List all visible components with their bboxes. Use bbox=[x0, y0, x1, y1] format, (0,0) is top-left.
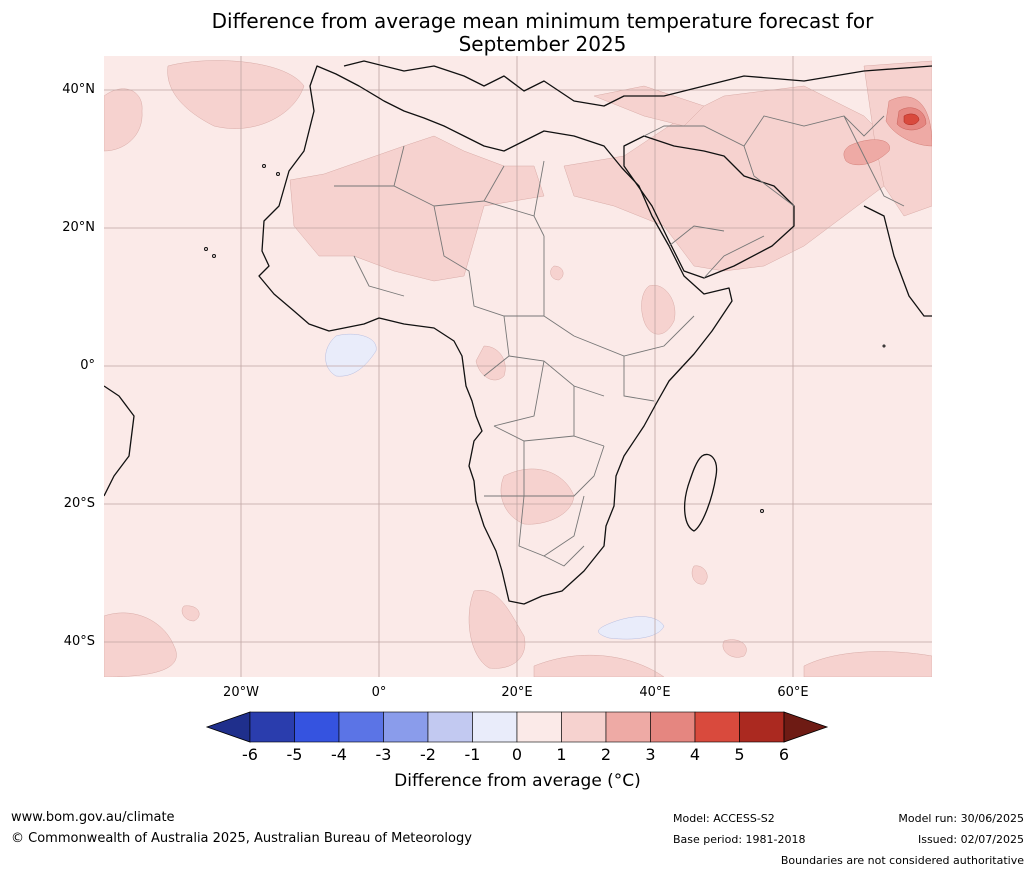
colorbar-segment bbox=[739, 711, 785, 743]
colorbar-segment bbox=[650, 711, 696, 743]
colorbar-tick-label: -6 bbox=[242, 745, 258, 764]
colorbar-segment bbox=[694, 711, 740, 743]
copyright-text: © Commonwealth of Australia 2025, Austra… bbox=[11, 831, 472, 846]
website-link[interactable]: www.bom.gov.au/climate bbox=[11, 810, 175, 825]
colorbar-arrow-high bbox=[783, 711, 829, 743]
lon-label-20e: 20°E bbox=[501, 685, 533, 700]
europe-coastline bbox=[343, 60, 932, 107]
lat-label-0: 0° bbox=[80, 358, 95, 373]
lon-label-60e: 60°E bbox=[777, 685, 809, 700]
colorbar-tick-label: -4 bbox=[331, 745, 347, 764]
colorbar-tick-label: -3 bbox=[375, 745, 392, 764]
forecast-map bbox=[104, 56, 932, 677]
issued-text: Issued: 02/07/2025 bbox=[917, 833, 1024, 846]
colorbar-tick-label: 5 bbox=[734, 745, 745, 764]
lon-label-20w: 20°W bbox=[223, 685, 259, 700]
india-coastline bbox=[863, 205, 932, 317]
map-title-line2: September 2025 bbox=[458, 32, 627, 56]
colorbar-tick-label: 6 bbox=[778, 745, 790, 764]
colorbar-tick-label: -5 bbox=[286, 745, 303, 764]
model-run-text: Model run: 30/06/2025 bbox=[898, 812, 1024, 825]
map-title-line1: Difference from average mean minimum tem… bbox=[211, 9, 874, 33]
country-boundaries bbox=[334, 115, 905, 567]
colorbar-segment bbox=[338, 711, 384, 743]
colorbar-segment bbox=[427, 711, 473, 743]
south-america-coastline bbox=[104, 385, 135, 497]
africa-coastline bbox=[258, 65, 733, 605]
colorbar-segment bbox=[605, 711, 651, 743]
coastlines bbox=[104, 60, 932, 605]
islands bbox=[204, 164, 886, 513]
colorbar-segment bbox=[516, 711, 562, 743]
disclaimer-text: Boundaries are not considered authoritat… bbox=[780, 854, 1024, 867]
colorbar-label: Difference from average (°C) bbox=[394, 771, 641, 791]
model-text: Model: ACCESS-S2 bbox=[673, 812, 775, 825]
colorbar-tick-label: 2 bbox=[600, 745, 612, 764]
colorbar-tick-label: 4 bbox=[689, 745, 701, 764]
lat-label-20n: 20°N bbox=[62, 220, 95, 235]
colorbar-segment bbox=[472, 711, 518, 743]
colorbar-tick-label: 1 bbox=[556, 745, 567, 764]
lat-label-40s: 40°S bbox=[63, 634, 95, 649]
anomaly-shading-5-6 bbox=[903, 113, 920, 125]
lon-label-0: 0° bbox=[371, 685, 387, 700]
colorbar-tick-label: 0 bbox=[511, 745, 523, 764]
colorbar-tick-label: -2 bbox=[420, 745, 436, 764]
colorbar-segment bbox=[249, 711, 295, 743]
map-title: Difference from average mean minimum tem… bbox=[0, 10, 1035, 56]
colorbar-tick-label: 3 bbox=[645, 745, 656, 764]
lon-label-40e: 40°E bbox=[639, 685, 671, 700]
colorbar-tick-label: -1 bbox=[464, 745, 481, 764]
madagascar-coastline bbox=[683, 453, 718, 532]
graticule bbox=[104, 56, 932, 677]
colorbar-segment bbox=[383, 711, 429, 743]
colorbar-segment bbox=[294, 711, 340, 743]
lat-label-40n: 40°N bbox=[62, 82, 95, 97]
base-period-text: Base period: 1981-2018 bbox=[673, 833, 806, 846]
lat-label-20s: 20°S bbox=[63, 496, 95, 511]
colorbar bbox=[205, 711, 829, 743]
colorbar-arrow-low bbox=[205, 711, 251, 743]
colorbar-segment bbox=[561, 711, 607, 743]
anomaly-shading-1-2 bbox=[104, 60, 932, 677]
